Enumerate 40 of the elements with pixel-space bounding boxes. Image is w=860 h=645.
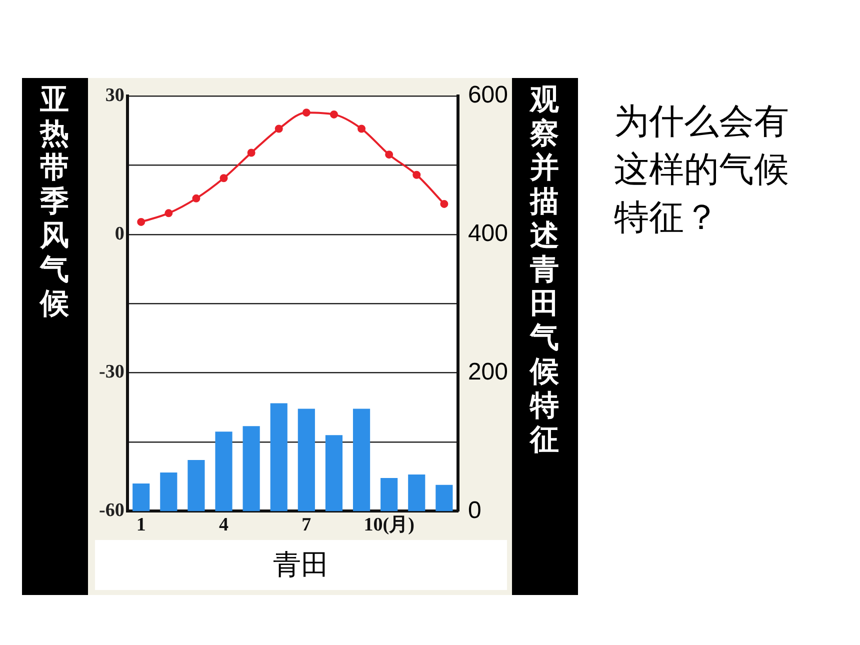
point [302, 108, 310, 117]
point [330, 110, 338, 118]
point [164, 209, 173, 218]
bar [298, 408, 315, 512]
y-tick-label: -30 [99, 362, 124, 383]
x-tick-label: 1 [136, 514, 146, 536]
y-tick-label: -60 [99, 500, 124, 522]
point [247, 148, 256, 157]
text: 亚热带季风气候 [40, 82, 70, 320]
point [412, 170, 421, 179]
point [385, 150, 394, 159]
y-tick-label: 30 [105, 84, 124, 106]
point [192, 194, 200, 202]
point [358, 124, 366, 133]
point [274, 124, 283, 133]
bar [160, 472, 178, 512]
text: 观察并描述青田气候特征 [530, 82, 559, 456]
bar [352, 408, 370, 512]
bar [132, 484, 150, 512]
bar [325, 435, 343, 512]
bar [188, 460, 205, 512]
text: 为什么会有这样的气候特征？ [614, 101, 790, 240]
y2-tick-label: 400 [468, 220, 508, 248]
point [440, 200, 448, 208]
bar [436, 484, 453, 512]
y2-tick-label: 200 [468, 358, 508, 386]
bar [270, 403, 288, 512]
bar [380, 478, 398, 512]
point [220, 174, 228, 182]
bar [242, 426, 260, 512]
x-tick-label: 10(月) [364, 514, 414, 536]
y-tick-label: 0 [114, 223, 124, 244]
bar [215, 432, 232, 512]
y2-tick-label: 0 [468, 496, 482, 524]
point [137, 218, 146, 226]
bar [408, 474, 426, 512]
y2-tick-label: 600 [468, 82, 508, 109]
text: 青田 [95, 540, 507, 590]
x-tick-label: 7 [302, 514, 312, 536]
x-tick-label: 4 [219, 514, 230, 536]
